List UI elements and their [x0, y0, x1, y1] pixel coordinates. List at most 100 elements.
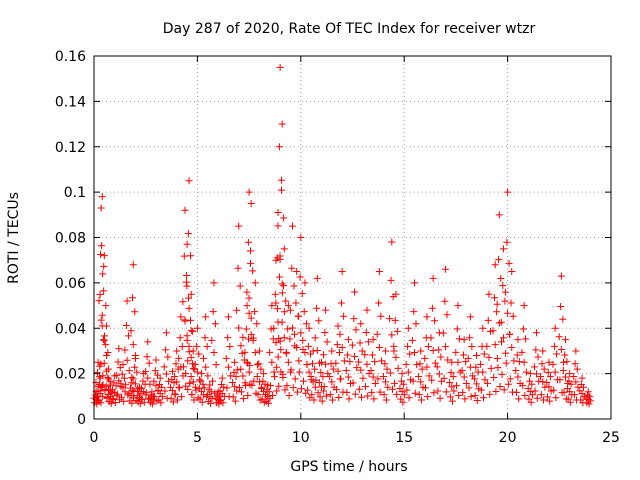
data-point-density: [184, 385, 192, 393]
y-tick-label: 0.06: [55, 276, 86, 292]
data-point-density: [282, 297, 290, 305]
data-point-density: [559, 315, 567, 323]
data-point-density: [507, 299, 515, 307]
data-point-density: [405, 394, 413, 402]
data-point-density: [182, 278, 190, 286]
data-point-density: [127, 327, 135, 335]
data-point-density: [200, 354, 208, 362]
data-point-density: [183, 282, 191, 290]
data-point-density: [283, 382, 291, 390]
data-point-density: [162, 346, 170, 354]
data-point-density: [393, 327, 401, 335]
data-point-density: [273, 387, 281, 395]
data-point-density: [231, 397, 239, 405]
data-point-density: [99, 381, 107, 389]
data-point-density: [417, 378, 425, 386]
data-point-density: [240, 395, 248, 403]
data-point-density: [410, 308, 418, 316]
data-point-density: [571, 360, 579, 368]
data-point-density: [245, 368, 253, 376]
data-point: [442, 265, 450, 273]
data-point-density: [187, 372, 195, 380]
data-point-density: [402, 360, 410, 368]
data-point-density: [137, 385, 145, 393]
data-point-density: [272, 299, 280, 307]
data-point: [423, 313, 431, 321]
data-point-density: [555, 333, 563, 341]
data-point-density: [162, 370, 170, 378]
data-point-density: [311, 334, 319, 342]
data-point: [198, 370, 206, 378]
data-point-density: [520, 358, 528, 366]
data-point: [572, 347, 580, 355]
data-point-density: [104, 391, 112, 399]
data-point-density: [295, 357, 303, 365]
data-point-density: [277, 346, 285, 354]
data-point-density: [546, 373, 554, 381]
data-point-density: [151, 392, 159, 400]
data-point: [520, 302, 528, 310]
data-point-density: [172, 360, 180, 368]
data-point-density: [377, 312, 385, 320]
data-point-density: [533, 370, 541, 378]
data-point: [508, 268, 516, 276]
data-point: [206, 381, 214, 389]
data-point-density: [171, 391, 179, 399]
data-point: [584, 388, 592, 396]
data-point-density: [189, 378, 197, 386]
data-point-density: [358, 347, 366, 355]
data-point-density: [235, 384, 243, 392]
data-point-density: [550, 386, 558, 394]
data-point-density: [228, 378, 236, 386]
data-point-density: [504, 309, 512, 317]
data-point-density: [480, 394, 488, 402]
y-tick-labels: 0 0.02 0.04 0.06 0.08 0.1 0.12 0.14 0.16: [55, 49, 86, 428]
data-point-density: [576, 387, 584, 395]
data-point-density: [490, 294, 498, 302]
data-point-density: [434, 387, 442, 395]
data-point-density: [504, 380, 512, 388]
data-point-density: [369, 373, 377, 381]
data-point-density: [363, 360, 371, 368]
data-point-density: [268, 358, 276, 366]
data-point-density: [196, 376, 204, 384]
data-point: [557, 272, 565, 280]
data-point: [404, 324, 412, 332]
data-point: [495, 211, 503, 219]
data-point-density: [244, 392, 252, 400]
data-point-density: [570, 391, 578, 399]
data-point-density: [97, 250, 105, 258]
data-point-density: [452, 348, 460, 356]
data-point-density: [187, 327, 195, 335]
data-point-density: [186, 316, 194, 324]
data-point-density: [584, 391, 592, 399]
data-point-density: [131, 380, 139, 388]
data-point-density: [455, 335, 463, 343]
data-point-density: [222, 354, 230, 362]
data-point-density: [167, 395, 175, 403]
data-point-density: [556, 376, 564, 384]
data-point-density: [392, 353, 400, 361]
data-point-density: [262, 397, 270, 405]
data-point-density: [154, 387, 162, 395]
data-point-density: [490, 374, 498, 382]
data-point-density: [389, 385, 397, 393]
data-point-density: [271, 373, 279, 381]
data-point-density: [289, 384, 297, 392]
data-point-density: [104, 349, 112, 357]
data-point-density: [356, 339, 364, 347]
data-point-density: [104, 374, 112, 382]
data-point-density: [254, 391, 262, 399]
data-point-density: [142, 389, 150, 397]
data-point-density: [275, 143, 283, 151]
data-point-density: [305, 368, 313, 376]
data-point-density: [178, 393, 186, 401]
data-point-density: [223, 384, 231, 392]
data-point-density: [499, 282, 507, 290]
data-point-density: [203, 342, 211, 350]
data-point-density: [486, 390, 494, 398]
data-point: [338, 268, 346, 276]
data-point-density: [502, 349, 510, 357]
data-point: [328, 347, 336, 355]
data-point-density: [155, 381, 163, 389]
